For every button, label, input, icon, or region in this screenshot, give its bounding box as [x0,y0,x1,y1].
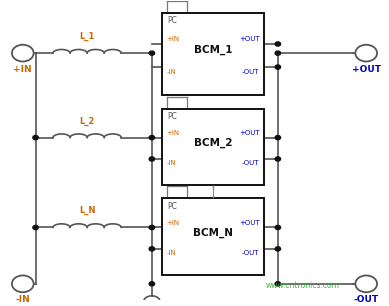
Circle shape [149,226,154,230]
Text: L_2: L_2 [79,117,95,125]
Text: L_N: L_N [79,206,95,215]
Text: +IN: +IN [166,36,179,43]
Text: +OUT: +OUT [239,220,259,226]
Text: BCM_1: BCM_1 [194,45,232,55]
Text: -OUT: -OUT [242,160,259,166]
Text: BCM_2: BCM_2 [194,138,232,148]
Text: -OUT: -OUT [242,250,259,256]
Circle shape [275,42,280,46]
Circle shape [149,247,154,251]
Text: BCM_N: BCM_N [193,228,233,238]
Text: L_1: L_1 [79,32,95,41]
Text: -OUT: -OUT [354,295,379,304]
Circle shape [275,247,280,251]
Circle shape [149,157,154,161]
Circle shape [149,282,154,286]
Circle shape [149,136,154,140]
Text: +IN: +IN [166,220,179,226]
Circle shape [275,51,280,55]
Text: +OUT: +OUT [239,36,259,43]
Text: -IN: -IN [166,250,176,256]
Circle shape [149,51,154,55]
Circle shape [275,136,280,140]
Text: PC: PC [167,112,177,121]
Circle shape [33,136,38,140]
Bar [161,199,264,275]
Text: PC: PC [167,202,177,211]
Text: www.cntronics.com: www.cntronics.com [266,281,340,290]
Text: -IN: -IN [16,295,30,304]
Text: -IN: -IN [166,160,176,166]
Bar [161,109,264,185]
Circle shape [275,157,280,161]
Text: +IN: +IN [166,130,179,136]
Text: PC: PC [167,16,177,25]
Circle shape [275,282,280,286]
Text: -IN: -IN [166,69,176,75]
Circle shape [275,226,280,230]
Text: +IN: +IN [14,65,32,73]
Bar [161,13,264,95]
Text: +OUT: +OUT [239,130,259,136]
Circle shape [33,226,38,230]
Text: -OUT: -OUT [242,69,259,75]
Text: +OUT: +OUT [352,65,381,73]
Circle shape [275,65,280,69]
